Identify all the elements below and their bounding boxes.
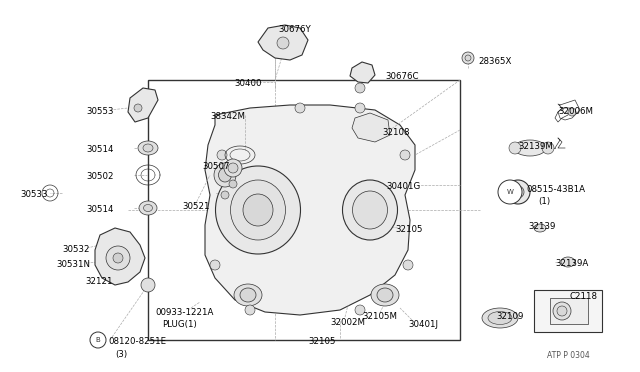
Text: 38342M: 38342M bbox=[211, 112, 246, 121]
Circle shape bbox=[509, 142, 521, 154]
Text: 30401G: 30401G bbox=[386, 182, 420, 191]
Text: 30533: 30533 bbox=[20, 190, 47, 199]
Circle shape bbox=[210, 260, 220, 270]
Text: 30502: 30502 bbox=[86, 172, 114, 181]
Polygon shape bbox=[258, 25, 308, 60]
Ellipse shape bbox=[230, 180, 285, 240]
Text: B: B bbox=[95, 337, 100, 343]
Text: 08120-8251E: 08120-8251E bbox=[108, 337, 166, 346]
Text: W: W bbox=[507, 189, 513, 195]
Polygon shape bbox=[205, 105, 415, 315]
Text: 32006M: 32006M bbox=[558, 107, 593, 116]
Circle shape bbox=[557, 306, 567, 316]
Ellipse shape bbox=[371, 284, 399, 306]
Bar bbox=[550, 298, 588, 324]
Text: 30514: 30514 bbox=[86, 145, 114, 154]
Circle shape bbox=[90, 332, 106, 348]
Circle shape bbox=[134, 104, 142, 112]
Polygon shape bbox=[350, 62, 375, 83]
Circle shape bbox=[465, 55, 471, 61]
Ellipse shape bbox=[234, 284, 262, 306]
Bar bbox=[148, 80, 460, 340]
Circle shape bbox=[106, 246, 130, 270]
Ellipse shape bbox=[353, 191, 387, 229]
Ellipse shape bbox=[342, 180, 397, 240]
Circle shape bbox=[462, 52, 474, 64]
Text: 32105: 32105 bbox=[308, 337, 336, 346]
Ellipse shape bbox=[514, 140, 546, 156]
Circle shape bbox=[277, 37, 289, 49]
Ellipse shape bbox=[243, 194, 273, 226]
Ellipse shape bbox=[224, 159, 242, 177]
Circle shape bbox=[245, 305, 255, 315]
Circle shape bbox=[229, 180, 237, 188]
Circle shape bbox=[512, 186, 524, 198]
Text: 30514: 30514 bbox=[86, 205, 114, 214]
Text: 28365X: 28365X bbox=[478, 57, 511, 66]
Text: 32139: 32139 bbox=[528, 222, 556, 231]
Text: 30553: 30553 bbox=[86, 107, 113, 116]
Bar bbox=[534, 290, 602, 332]
Ellipse shape bbox=[482, 308, 518, 328]
Circle shape bbox=[141, 278, 155, 292]
Text: 32105: 32105 bbox=[395, 225, 422, 234]
Ellipse shape bbox=[216, 166, 301, 254]
Text: 00933-1221A: 00933-1221A bbox=[155, 308, 213, 317]
Circle shape bbox=[568, 108, 576, 116]
Text: 32109: 32109 bbox=[496, 312, 524, 321]
Ellipse shape bbox=[228, 163, 238, 173]
Circle shape bbox=[221, 191, 229, 199]
Text: (1): (1) bbox=[538, 197, 550, 206]
Ellipse shape bbox=[377, 288, 393, 302]
Ellipse shape bbox=[488, 311, 512, 324]
Text: 30521: 30521 bbox=[182, 202, 209, 211]
Circle shape bbox=[498, 180, 522, 204]
Circle shape bbox=[553, 302, 571, 320]
Text: 32105M: 32105M bbox=[362, 312, 397, 321]
Text: 08515-43B1A: 08515-43B1A bbox=[526, 185, 585, 194]
Text: (3): (3) bbox=[115, 350, 127, 359]
Ellipse shape bbox=[534, 224, 546, 232]
Text: 30507: 30507 bbox=[202, 162, 230, 171]
Ellipse shape bbox=[214, 163, 236, 187]
Text: 32139M: 32139M bbox=[518, 142, 553, 151]
Ellipse shape bbox=[143, 144, 153, 152]
Circle shape bbox=[506, 180, 530, 204]
Text: ATP P 0304: ATP P 0304 bbox=[547, 351, 590, 360]
Ellipse shape bbox=[139, 201, 157, 215]
Text: C2118: C2118 bbox=[570, 292, 598, 301]
Ellipse shape bbox=[138, 141, 158, 155]
Circle shape bbox=[355, 83, 365, 93]
Ellipse shape bbox=[240, 288, 256, 302]
Ellipse shape bbox=[561, 257, 575, 267]
Text: 30531N: 30531N bbox=[56, 260, 90, 269]
Text: 32139A: 32139A bbox=[555, 259, 588, 268]
Circle shape bbox=[113, 253, 123, 263]
Circle shape bbox=[542, 142, 554, 154]
Circle shape bbox=[403, 260, 413, 270]
Text: PLUG(1): PLUG(1) bbox=[162, 320, 196, 329]
Text: 30400: 30400 bbox=[234, 79, 262, 88]
Polygon shape bbox=[128, 88, 158, 122]
Ellipse shape bbox=[218, 168, 232, 182]
Circle shape bbox=[355, 305, 365, 315]
Polygon shape bbox=[352, 113, 390, 142]
Text: 32121: 32121 bbox=[85, 277, 113, 286]
Text: 30532: 30532 bbox=[62, 245, 90, 254]
Ellipse shape bbox=[143, 205, 152, 212]
Text: 30676Y: 30676Y bbox=[278, 25, 312, 34]
Circle shape bbox=[355, 103, 365, 113]
Text: 32108: 32108 bbox=[382, 128, 410, 137]
Circle shape bbox=[217, 150, 227, 160]
Text: 30401J: 30401J bbox=[408, 320, 438, 329]
Text: W: W bbox=[513, 190, 520, 196]
Text: 32002M: 32002M bbox=[330, 318, 365, 327]
Circle shape bbox=[400, 150, 410, 160]
Polygon shape bbox=[95, 228, 145, 285]
Circle shape bbox=[295, 103, 305, 113]
Text: 30676C: 30676C bbox=[385, 72, 419, 81]
